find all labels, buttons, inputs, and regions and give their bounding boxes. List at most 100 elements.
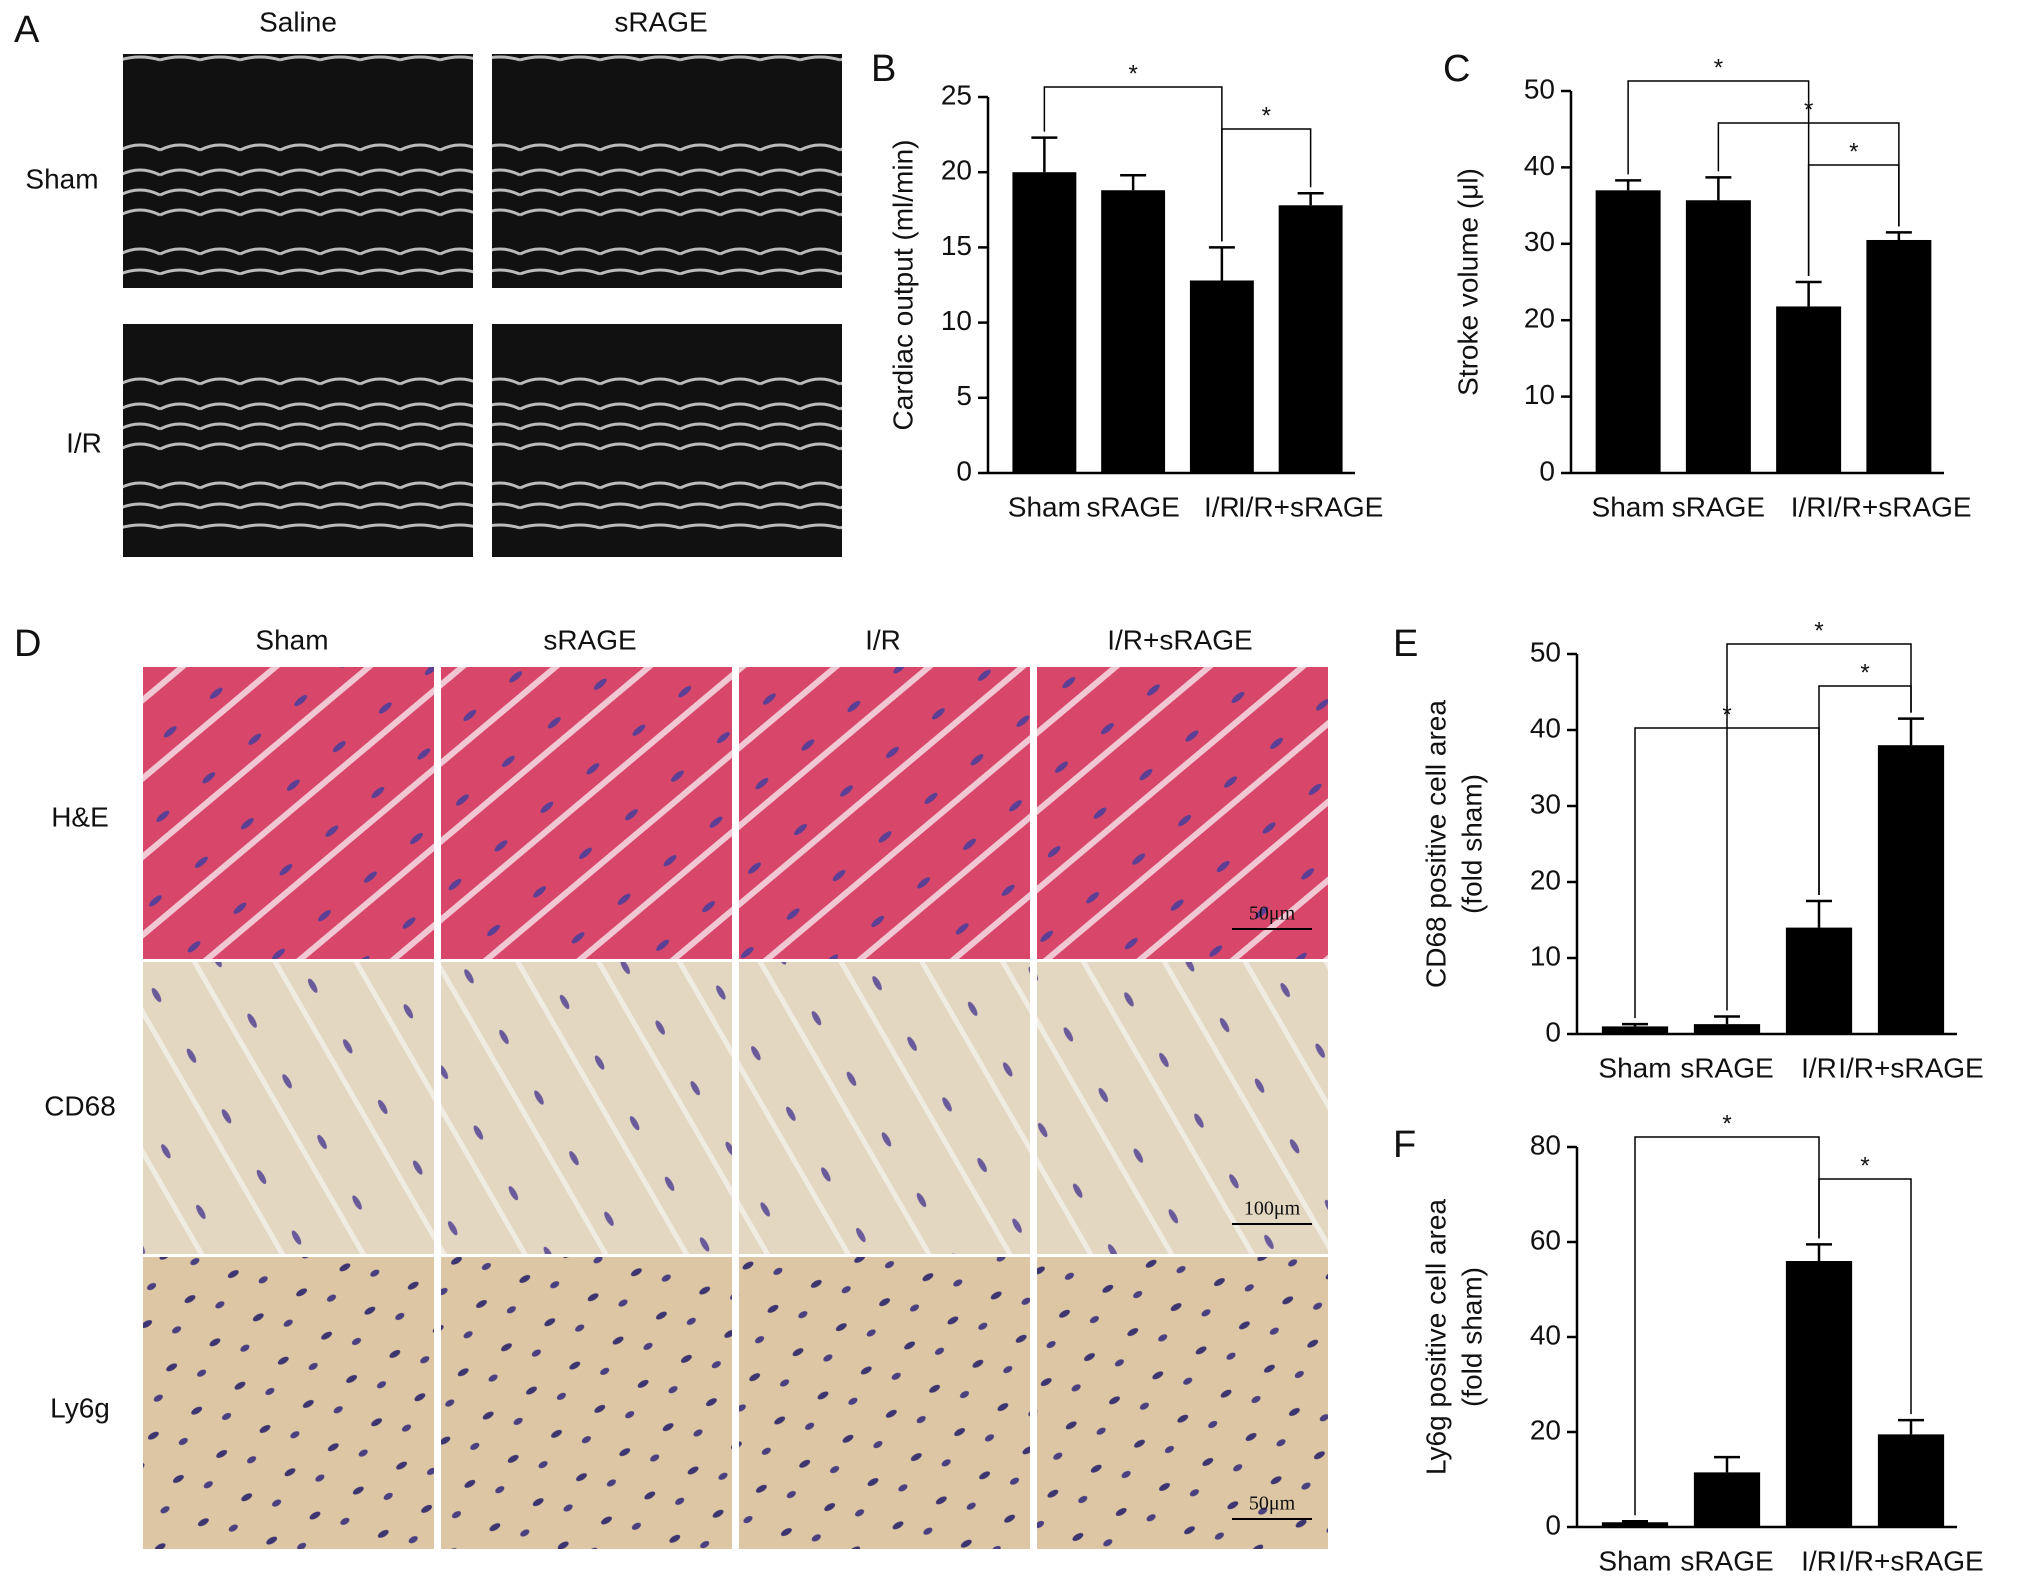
histology-image — [1037, 667, 1328, 959]
significance-label: * — [1804, 96, 1813, 123]
bar — [1685, 200, 1751, 473]
x-tick-label: I/R — [1801, 1545, 1837, 1576]
bar — [1278, 205, 1343, 473]
y-tick-label: 0 — [1539, 455, 1555, 486]
panel-label: C — [1443, 48, 1470, 90]
significance-label: * — [1860, 659, 1869, 686]
scale-bar-label: 50μm — [1249, 1493, 1296, 1515]
histology-image — [441, 667, 732, 959]
panel-label: D — [14, 623, 41, 665]
x-tick-label: I/R+sRAGE — [1826, 491, 1971, 522]
significance-label: * — [1860, 1152, 1869, 1179]
bar — [1877, 1434, 1945, 1527]
x-tick-label: I/R — [1791, 491, 1827, 522]
y-axis-label: Ly6g positive cell area — [1420, 1199, 1451, 1475]
panel-label: F — [1393, 1124, 1416, 1166]
histology-image — [143, 667, 434, 959]
column-title: sRAGE — [614, 6, 707, 37]
y-tick-label: 20 — [1530, 1414, 1561, 1445]
significance-label: * — [1128, 60, 1137, 87]
histology-image — [441, 1257, 732, 1549]
panel-label: E — [1393, 623, 1418, 665]
y-tick-label: 10 — [941, 305, 972, 336]
y-tick-label: 20 — [1524, 303, 1555, 334]
x-tick-label: sRAGE — [1672, 491, 1765, 522]
histology-image — [143, 1257, 434, 1549]
bar — [1012, 172, 1077, 473]
y-tick-label: 60 — [1530, 1224, 1561, 1255]
row-label: I/R — [66, 427, 102, 458]
echo-image — [492, 54, 842, 288]
column-title: I/R — [865, 624, 901, 655]
x-tick-label: I/R — [1204, 491, 1240, 522]
y-tick-label: 20 — [941, 155, 972, 186]
row-label: CD68 — [44, 1090, 116, 1121]
echo-images — [123, 54, 842, 557]
panel-label: B — [871, 48, 896, 90]
bar — [1693, 1472, 1761, 1527]
column-title: I/R+sRAGE — [1107, 624, 1252, 655]
significance-bracket — [1807, 164, 1900, 276]
significance-bracket — [1221, 128, 1312, 242]
bar — [1601, 1522, 1669, 1527]
x-tick-label: sRAGE — [1680, 1052, 1773, 1083]
y-tick-label: 30 — [1530, 788, 1561, 819]
x-tick-label: Sham — [1592, 491, 1665, 522]
bar — [1866, 239, 1932, 473]
histology-image — [1037, 1257, 1328, 1549]
bar — [1785, 1261, 1853, 1527]
x-tick-label: Sham — [1598, 1052, 1671, 1083]
x-tick-label: I/R+sRAGE — [1238, 491, 1383, 522]
y-tick-label: 20 — [1530, 864, 1561, 895]
histology-image — [143, 962, 434, 1254]
row-label: Sham — [25, 163, 98, 194]
y-tick-label: 0 — [1545, 1016, 1561, 1047]
y-tick-label: 30 — [1524, 226, 1555, 257]
bar — [1101, 190, 1166, 474]
column-title: Saline — [259, 6, 337, 37]
y-tick-label: 40 — [1524, 150, 1555, 181]
x-tick-label: Sham — [1008, 491, 1081, 522]
y-tick-label: 25 — [941, 79, 972, 110]
histology-image — [441, 962, 732, 1254]
bar — [1189, 280, 1254, 473]
x-tick-label: I/R+sRAGE — [1838, 1545, 1983, 1576]
scale-bar-label: 100μm — [1244, 1198, 1301, 1220]
histology-image — [739, 962, 1030, 1254]
significance-label: * — [1722, 1110, 1731, 1137]
significance-bracket — [1818, 1178, 1912, 1415]
y-tick-label: 40 — [1530, 712, 1561, 743]
row-label: H&E — [51, 801, 109, 832]
column-title: Sham — [255, 624, 328, 655]
significance-bracket — [1726, 643, 1912, 1011]
y-tick-label: 50 — [1530, 636, 1561, 667]
x-tick-label: sRAGE — [1680, 1545, 1773, 1576]
y-tick-label: 40 — [1530, 1319, 1561, 1350]
y-axis-label: Cardiac output (ml/min) — [887, 140, 918, 431]
y-axis-label: (fold sham) — [1456, 1267, 1487, 1407]
bar — [1877, 745, 1945, 1034]
bar — [1693, 1024, 1761, 1034]
column-title: sRAGE — [543, 624, 636, 655]
echo-image — [123, 324, 473, 557]
y-tick-label: 5 — [956, 380, 972, 411]
significance-label: * — [1849, 138, 1858, 165]
x-tick-label: Sham — [1598, 1545, 1671, 1576]
x-tick-label: sRAGE — [1086, 491, 1179, 522]
panel-label: A — [14, 9, 40, 51]
echo-image — [123, 54, 473, 288]
y-tick-label: 50 — [1524, 73, 1555, 104]
y-tick-label: 10 — [1524, 379, 1555, 410]
histology-image — [739, 667, 1030, 959]
significance-label: * — [1714, 54, 1723, 81]
echo-image — [492, 324, 842, 557]
row-label: Ly6g — [50, 1392, 110, 1423]
significance-label: * — [1722, 701, 1731, 728]
significance-label: * — [1262, 102, 1271, 129]
x-tick-label: I/R+sRAGE — [1838, 1052, 1983, 1083]
scale-bar-label: 50μm — [1249, 903, 1296, 925]
y-tick-label: 0 — [1545, 1509, 1561, 1540]
histology-image — [739, 1257, 1030, 1549]
y-axis-label: Stroke volume (μl) — [1452, 168, 1483, 396]
